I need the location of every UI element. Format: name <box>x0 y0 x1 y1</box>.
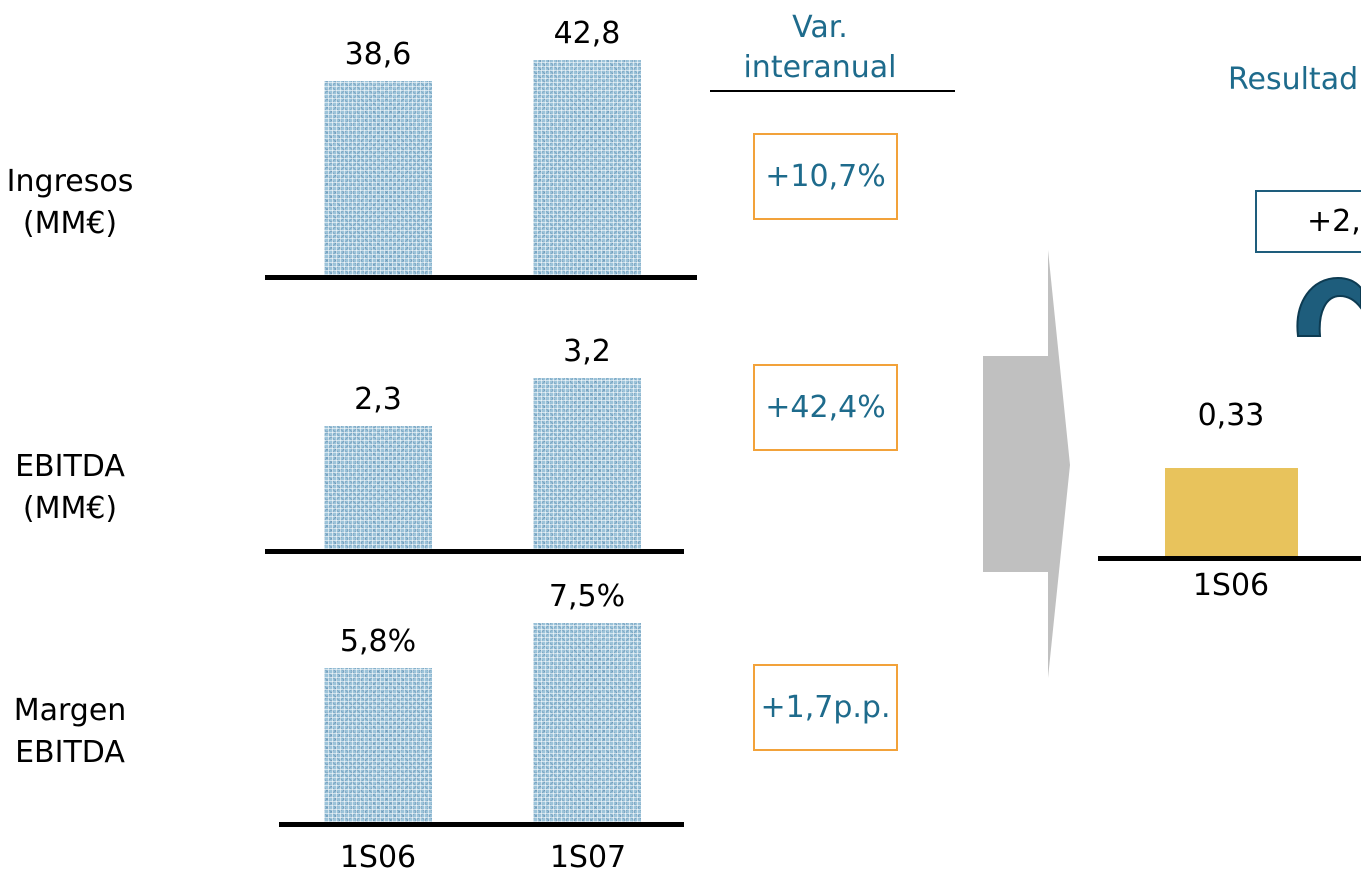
right-arrow-icon <box>983 250 1070 678</box>
right-change-box: +2,8 <box>1255 190 1361 253</box>
row-label-line: (MM€) <box>22 491 118 526</box>
variation-box-margen: +1,7p.p. <box>753 664 898 751</box>
row-label-ebitda: EBITDA (MM€) <box>0 446 150 530</box>
right-axis <box>1098 556 1361 561</box>
row-label-margen: Margen EBITDA <box>0 690 150 774</box>
right-panel-title: Resultad <box>1228 62 1359 97</box>
variation-header-line2: interanual <box>743 50 897 85</box>
bar-1s06 <box>324 81 432 275</box>
row-label-line: Margen <box>13 693 127 728</box>
bar-charts: 38,6 42,8 2,3 3,2 5,8% 7,5% <box>265 16 697 827</box>
bar-1s06 <box>324 426 432 549</box>
right-bar-1s06 <box>1165 468 1298 558</box>
bar-value-label: 2,3 <box>354 382 402 417</box>
chart-axis <box>279 822 684 827</box>
row-label-line: (MM€) <box>22 206 118 241</box>
bar-value-label: 42,8 <box>553 16 621 51</box>
variation-box-ebitda: +42,4% <box>753 364 898 451</box>
variation-header-line1: Var. <box>792 10 848 45</box>
bar-value-label: 3,2 <box>563 334 611 369</box>
row-label-line: Ingresos <box>6 164 134 199</box>
row-label-ingresos: Ingresos (MM€) <box>0 161 150 245</box>
chart-axis <box>265 549 684 554</box>
variation-header: Var. interanual <box>710 8 930 88</box>
header-underline <box>710 90 955 92</box>
right-change-label: +2,8 <box>1307 204 1361 239</box>
curved-arrow-icon <box>1296 276 1361 337</box>
row-label-line: EBITDA <box>15 449 125 484</box>
variation-box-ingresos: +10,7% <box>753 133 898 220</box>
bar-1s06 <box>324 668 432 822</box>
right-tick-1s06: 1S06 <box>1192 568 1270 603</box>
bar-1s07 <box>533 60 641 275</box>
tick-label-1s06: 1S06 <box>339 840 417 875</box>
bar-1s07 <box>533 623 641 822</box>
bar-value-label: 7,5% <box>548 579 626 614</box>
bar-value-label: 38,6 <box>344 37 412 72</box>
bar-1s07 <box>533 378 641 549</box>
right-value-1s06: 0,33 <box>1197 398 1265 433</box>
row-label-line: EBITDA <box>15 735 125 770</box>
bar-value-label: 5,8% <box>339 624 417 659</box>
tick-label-1s07: 1S07 <box>549 840 627 875</box>
chart-axis <box>265 275 697 280</box>
